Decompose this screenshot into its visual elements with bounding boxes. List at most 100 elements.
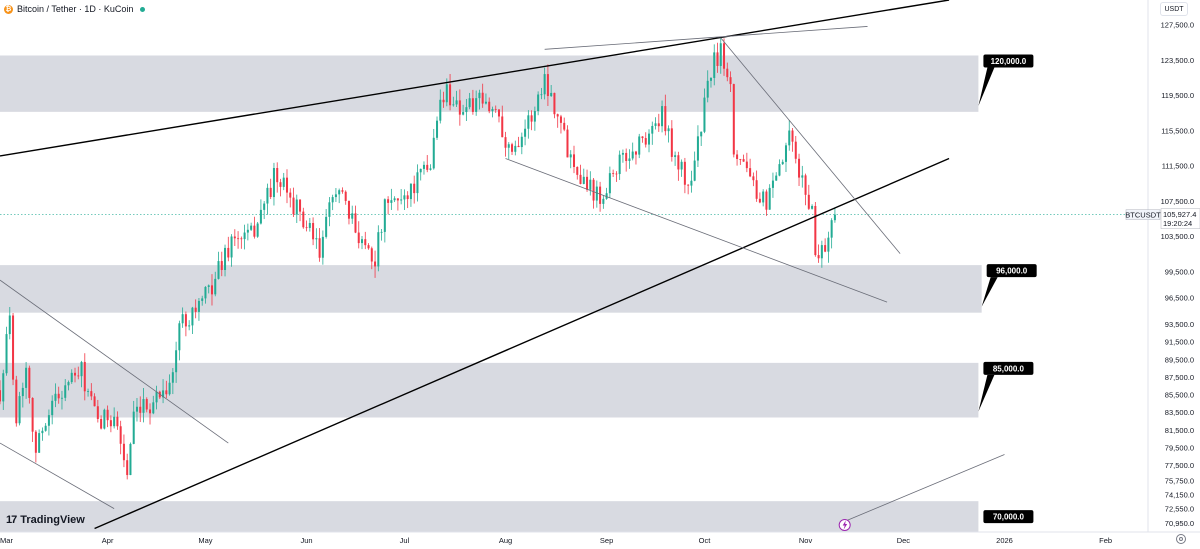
price-tick-label: 85,500.0: [1165, 391, 1194, 400]
candle: [321, 230, 324, 265]
candle: [723, 38, 726, 76]
gear-icon[interactable]: [1176, 534, 1186, 544]
candle: [18, 391, 21, 426]
zone-label-text: 85,000.0: [993, 364, 1025, 373]
time-tick-label: Dec: [897, 536, 911, 545]
candle-body: [93, 396, 96, 407]
candle-body: [338, 190, 341, 195]
candle: [302, 207, 305, 229]
candle: [520, 132, 523, 155]
candle: [651, 121, 654, 145]
candle: [426, 155, 429, 173]
symbol-header[interactable]: ₿ Bitcoin / Tether · 1D · KuCoin: [4, 2, 146, 16]
candle: [422, 161, 425, 175]
candle-body: [285, 177, 289, 193]
candle: [240, 236, 243, 249]
candle: [256, 221, 259, 238]
candle: [201, 295, 204, 306]
candle-body: [312, 223, 315, 240]
candle-body: [579, 174, 582, 184]
price-axis[interactable]: 127,500.0 123,500.0 119,500.0 115,500.0 111,…: [1147, 0, 1200, 549]
candle-body: [116, 416, 119, 427]
last-price-text: 105,927.4: [1163, 210, 1196, 219]
candle-body: [683, 161, 686, 185]
trendline-channel-top[interactable]: [544, 26, 868, 50]
time-axis[interactable]: Mar Apr May Jun Jul Aug Sep Oct Nov Dec 2026 Feb: [0, 531, 1200, 549]
candle: [331, 194, 334, 211]
time-tick-label: May: [198, 536, 212, 545]
candle: [465, 98, 468, 122]
trendline-support[interactable]: [94, 157, 950, 530]
candle-body: [543, 74, 546, 95]
candle: [563, 117, 566, 132]
candle: [207, 284, 210, 294]
price-tick-label: 70,950.0: [1165, 519, 1194, 528]
candle: [139, 396, 142, 423]
candle-body: [719, 43, 722, 66]
candle-body: [220, 261, 223, 270]
trendline-projection[interactable]: [841, 454, 1005, 524]
candle: [149, 403, 152, 425]
candle: [237, 231, 240, 249]
candle-body: [279, 182, 282, 187]
candle-body: [64, 385, 67, 398]
trendline-falling-channel[interactable]: [0, 279, 229, 444]
price-tick-label: 72,550.0: [1165, 505, 1194, 514]
candle: [634, 150, 637, 165]
candle: [168, 374, 171, 396]
candle: [550, 84, 553, 97]
candle-body: [540, 94, 543, 96]
candle: [478, 89, 481, 110]
time-tick-label: Mar: [0, 536, 13, 545]
trendline-falling-wedge-top[interactable]: [720, 37, 901, 254]
tradingview-logo[interactable]: 17 TradingView: [6, 514, 85, 526]
candle-body: [514, 145, 517, 152]
candle-body: [51, 400, 54, 416]
currency-button[interactable]: USDT: [1160, 2, 1188, 16]
candle: [755, 170, 758, 202]
trendline-falling-channel[interactable]: [0, 442, 115, 510]
candle: [648, 129, 651, 153]
trendline-falling-wedge-bottom[interactable]: [505, 158, 888, 303]
candle: [729, 71, 732, 93]
trendlines[interactable]: [0, 0, 1005, 530]
candle-body: [589, 179, 592, 190]
candle: [41, 427, 44, 441]
candle: [452, 96, 455, 107]
trendline-resistance[interactable]: [0, 0, 950, 157]
candle: [351, 205, 354, 224]
candle-body: [318, 238, 321, 258]
candle-body: [458, 100, 461, 115]
candle-body: [106, 409, 109, 421]
candle-body: [60, 397, 63, 399]
candle-body: [393, 198, 396, 201]
candle-body: [351, 213, 354, 219]
price-axis-background: [1148, 0, 1200, 549]
candle: [393, 196, 396, 203]
candle-body: [758, 198, 761, 203]
candle-body: [28, 367, 31, 398]
zone-label-0: 120,000.0: [978, 54, 1034, 106]
candle-body: [468, 98, 471, 108]
candle: [625, 148, 628, 172]
candle: [758, 192, 761, 204]
candle-body: [129, 443, 132, 476]
zone-label-tail: [981, 277, 998, 307]
event-marker[interactable]: [838, 519, 851, 531]
candle-body: [178, 323, 181, 351]
tradingview-wordmark: TradingView: [20, 514, 85, 526]
time-tick-label: Jul: [400, 536, 410, 545]
candle: [113, 407, 116, 429]
candle: [328, 197, 331, 227]
candle: [602, 195, 605, 209]
candle: [396, 198, 399, 211]
candle-body: [214, 278, 217, 295]
candle-body: [817, 255, 820, 259]
candle-body: [517, 145, 520, 148]
candle: [599, 181, 602, 212]
candle-body: [149, 409, 152, 414]
market-status-dot: [140, 6, 146, 12]
candle-body: [664, 106, 667, 132]
candle-body: [184, 314, 187, 327]
